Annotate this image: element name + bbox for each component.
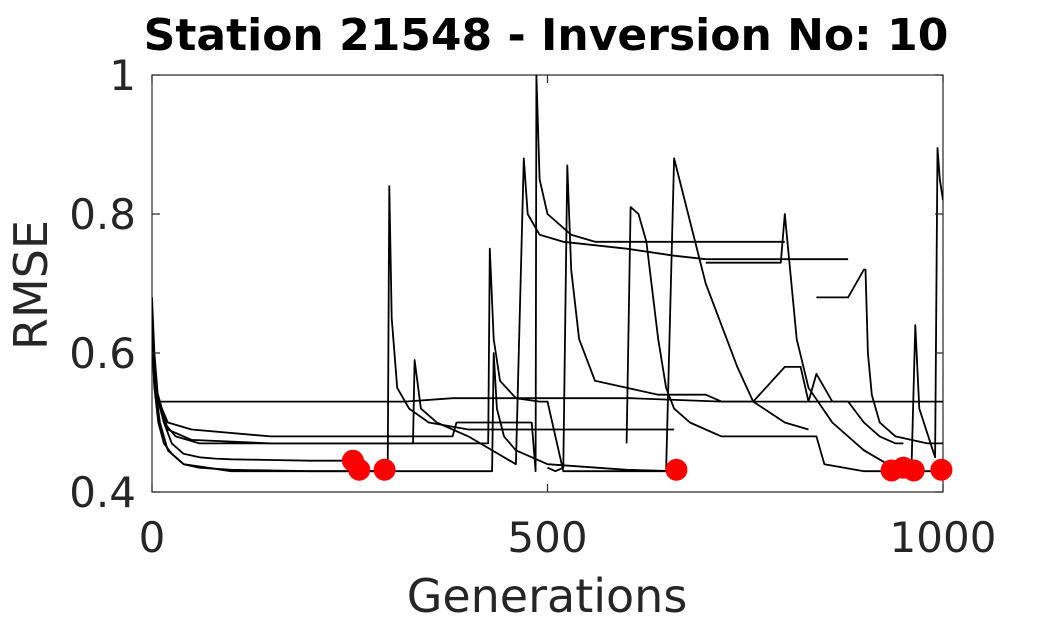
series-line-6 <box>152 157 809 473</box>
y-tick-label: 0.4 <box>69 468 136 517</box>
series-group <box>152 75 943 473</box>
series-line-10 <box>705 147 943 473</box>
best-marker <box>930 458 953 481</box>
marker-group <box>341 449 953 482</box>
series-line-8 <box>547 164 904 473</box>
best-marker <box>348 458 371 481</box>
plot-area <box>151 74 953 493</box>
chart-title: Station 21548 - Inversion No: 10 <box>144 10 949 61</box>
best-marker <box>373 458 396 481</box>
series-line-7 <box>152 75 785 473</box>
series-line-3 <box>152 325 943 403</box>
series-line-5 <box>152 157 849 466</box>
x-tick-label: 1000 <box>890 513 997 562</box>
y-tick-label: 0.8 <box>69 190 136 239</box>
y-tick-label: 0.6 <box>69 329 136 378</box>
axis-ticks: 0 500 1000 0.4 0.6 0.8 1 <box>69 51 996 562</box>
y-axis-label: RMSE <box>4 220 58 350</box>
series-line-4 <box>152 185 675 473</box>
best-marker <box>665 458 688 481</box>
x-tick-label: 500 <box>507 513 587 562</box>
x-axis-label: Generations <box>407 569 688 623</box>
y-tick-label: 1 <box>109 51 136 100</box>
x-tick-label: 0 <box>139 513 166 562</box>
best-marker <box>902 459 925 482</box>
series-line-9 <box>625 206 943 473</box>
series-line-11 <box>816 268 943 445</box>
